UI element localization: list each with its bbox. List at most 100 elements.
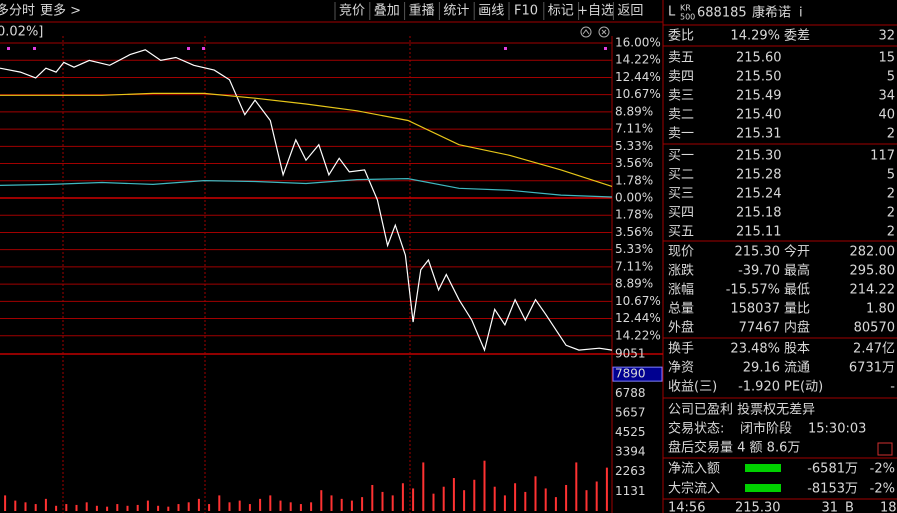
label: 换手 [668,342,694,357]
label: PE(动) [784,380,823,395]
label: 流通 [784,361,810,376]
volume-bar [565,484,568,511]
chart-icons[interactable] [580,26,610,38]
book-volume: 2 [887,187,895,202]
toolbar-button[interactable]: 统计 [443,4,469,19]
toolbar-button[interactable]: 标记 [548,4,574,19]
y-tick-label: 3.56% [615,156,653,170]
volume-bar [299,504,302,511]
value: 1.80 [866,302,895,317]
label: 股本 [784,342,810,357]
label: 外盘 [668,320,694,336]
stock-name: 康希诺 [752,5,791,21]
volume-bar [24,502,27,511]
volume-bar [320,490,323,511]
flow-pct: -2% [870,462,895,477]
event-marker [504,47,507,50]
volume-bar [157,505,160,511]
toolbar-button[interactable]: +自选 [577,4,614,19]
y-tick-label: 3.56% [615,225,653,239]
tick-count: 18 [880,501,897,513]
y-tick-label: 12.44% [615,70,661,84]
book-volume: 117 [870,149,895,164]
value: - [890,380,895,395]
volume-bar [391,495,394,511]
scroll-up-arrow [582,29,590,35]
volume-bar [310,502,313,511]
panel-separators [663,24,897,500]
book-price: 215.49 [736,89,782,104]
book-price: 215.40 [736,108,782,123]
value: 2.47亿 [853,342,895,357]
book-volume: 15 [878,51,895,66]
event-marker [604,47,607,50]
book-volume: 5 [887,70,895,85]
market-tag: KR [680,4,691,13]
volume-bar [116,504,119,511]
value: -1.920 [738,380,780,395]
close-icon[interactable] [598,26,610,38]
toolbar-button[interactable]: 返回 [617,4,643,19]
book-label: 卖四 [668,70,694,85]
y-tick-label: 10.67% [615,87,661,101]
volume-bar [126,505,129,511]
cursor-box [612,366,663,382]
book-label: 卖二 [668,108,694,123]
volume-bar [554,497,557,511]
volume-bar [238,500,241,511]
toolbar-left: 多分时 [0,3,35,19]
toolbar-button[interactable]: 竞价 [339,3,365,19]
toolbar-button[interactable]: F10 [514,4,538,19]
volume-bar [340,498,343,511]
book-price: 215.11 [736,225,782,240]
value: 215.30 [735,245,781,260]
volume-bar [44,498,47,511]
volume-bar [422,462,425,511]
volume-bar [452,478,455,511]
y-tick-label: 5.33% [615,139,653,153]
volume-bar [412,488,415,511]
chart-status: 0.02%] [0,25,43,40]
chart-icon[interactable] [877,442,893,456]
y-tick-label: 5657 [615,405,646,419]
toolbar-button[interactable]: 画线 [478,4,504,19]
event-marker [33,47,36,50]
value: 158037 [730,302,780,317]
volume-bar [595,481,598,511]
y-tick-label: 1.78% [615,173,653,187]
toolbar-button[interactable]: 叠加 [374,4,400,19]
volume-bar [503,495,506,511]
volume-bar [371,484,374,511]
value: -39.70 [738,264,780,279]
volume-bar [493,486,496,511]
value: 32 [878,29,895,44]
status-time: 15:30:03 [808,422,866,437]
book-volume: 2 [887,127,895,142]
scroll-up-icon[interactable] [580,26,592,38]
book-price: 215.30 [736,149,782,164]
y-tick-label: 7.11% [615,122,653,136]
label: 委比 [668,29,694,44]
event-marker [7,47,10,50]
toolbar-button[interactable]: 重播 [409,3,435,19]
volume-bar [208,504,211,511]
book-volume: 40 [878,108,895,123]
value: 6731万 [849,361,895,376]
volume-bar [463,490,466,511]
label: 涨跌 [668,263,694,279]
tick-time: 14:56 [668,501,705,513]
value: 29.16 [743,361,780,376]
tick-side: B [845,501,854,513]
flow-bar [745,464,781,472]
book-label: 卖三 [668,89,694,104]
event-marker [202,47,205,50]
y-tick-label: 5.33% [615,242,653,256]
more-button[interactable]: 更多 > [40,3,81,19]
tick-volume: 31 [821,501,838,513]
y-tick-label: 9051 [615,347,646,361]
label: 净资 [668,361,694,376]
book-price: 215.28 [736,168,782,183]
volume-bar [4,495,7,511]
stock-code: 688185 [697,6,747,21]
label: 今开 [784,244,810,260]
